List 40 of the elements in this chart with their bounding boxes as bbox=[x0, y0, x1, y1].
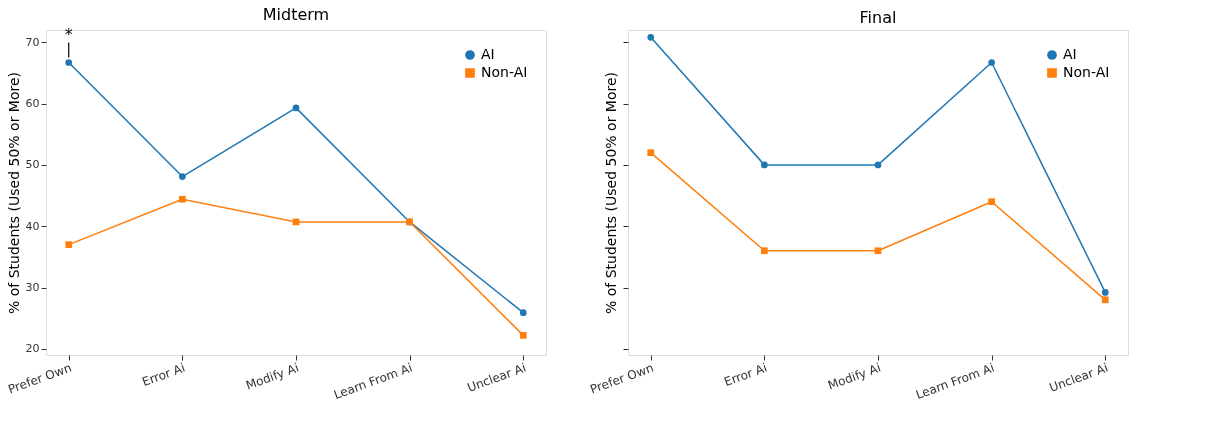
point bbox=[179, 173, 186, 180]
y-tick-label: 70 bbox=[25, 35, 40, 49]
y-axis-title: % of Students (Used 50% or More) bbox=[5, 71, 22, 315]
point bbox=[292, 104, 300, 112]
y-axis-title: % of Students (Used 50% or More) bbox=[603, 71, 619, 315]
point bbox=[988, 59, 995, 66]
point bbox=[179, 195, 186, 203]
legend-label: Non-AI bbox=[1063, 64, 1110, 80]
point bbox=[647, 149, 655, 156]
point bbox=[761, 247, 768, 255]
x-tick-label: Prefer Own bbox=[588, 360, 656, 397]
x-tick-label: Error Ai bbox=[140, 360, 187, 390]
legend-label: AI bbox=[481, 46, 495, 62]
y-tick-label: 60 bbox=[25, 97, 40, 111]
point bbox=[874, 247, 882, 255]
point bbox=[1101, 289, 1109, 296]
x-tick-label: Learn From Ai bbox=[913, 360, 997, 402]
legend-label: AI bbox=[1063, 46, 1077, 62]
y-tick-label: 30 bbox=[25, 281, 40, 295]
point bbox=[519, 309, 527, 317]
y-tick-label: 20 bbox=[25, 342, 40, 356]
point bbox=[874, 161, 882, 169]
x-tick-label: Error Ai bbox=[722, 360, 769, 390]
chart-title: Final bbox=[859, 8, 897, 27]
point bbox=[65, 241, 73, 248]
annotation: * bbox=[64, 24, 73, 44]
x-tick-label: Learn From Ai bbox=[331, 360, 415, 402]
x-tick-label: Modify Ai bbox=[244, 360, 301, 393]
chart-title: Midterm bbox=[262, 4, 330, 24]
point bbox=[1101, 296, 1109, 304]
y-tick-label: 40 bbox=[25, 219, 40, 233]
point bbox=[988, 198, 995, 206]
x-tick-label: Modify Ai bbox=[826, 360, 883, 393]
point bbox=[761, 161, 768, 169]
x-tick-label: Prefer Own bbox=[6, 360, 74, 397]
legend-label: Non-AI bbox=[481, 64, 528, 80]
point bbox=[65, 59, 73, 66]
point bbox=[519, 332, 527, 339]
y-tick-label: 50 bbox=[25, 158, 40, 172]
point bbox=[647, 34, 655, 41]
